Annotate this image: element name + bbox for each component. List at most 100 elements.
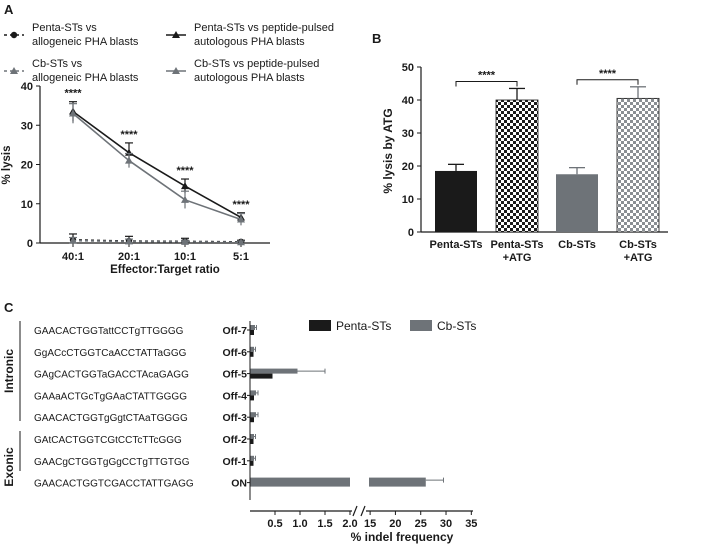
series-line-s4: [72, 112, 242, 221]
x-tick-label: 0.5: [267, 518, 282, 530]
y-tick-label: 30: [402, 128, 414, 140]
y-tick-label: 40: [402, 95, 414, 107]
legend-penta-allo-line2: allogeneic PHA blasts: [32, 36, 139, 48]
bar-cb: [250, 434, 254, 439]
data-point: [181, 195, 189, 203]
significance-label: ****: [64, 88, 82, 100]
x-tick-label: Cb-STs: [619, 239, 657, 251]
panel-c-rows: GAACACTGGTattCCTgTTGGGG Off-7 GgACcCTGGTCa…: [34, 325, 444, 490]
x-tick-label: 35: [465, 518, 477, 530]
legend-penta-auto-line2: autologous PHA blasts: [194, 36, 305, 48]
target-label: ON: [231, 478, 247, 490]
legend-penta-swatch: [309, 320, 331, 331]
group-label-exonic: Exonic: [2, 447, 16, 487]
sequence-label: GAtCACTGGTCGtCCTcTTcGGG: [34, 435, 182, 446]
y-tick-label: 10: [402, 194, 414, 206]
x-tick-label: 40:1: [62, 251, 84, 263]
bar: [616, 97, 660, 233]
significance-label: ****: [232, 199, 250, 211]
panel-c-x-axis-title: % indel frequency: [351, 530, 454, 544]
panel-b-marks: **** ****: [435, 68, 660, 233]
y-tick-label: 0: [408, 227, 414, 239]
x-tick-label: 20: [389, 518, 401, 530]
target-label: Off-3: [223, 412, 248, 424]
bar-cb: [250, 368, 298, 374]
x-tick-label: 5:1: [233, 251, 249, 263]
axis-break-mark: [360, 505, 366, 517]
data-point: [125, 156, 133, 164]
axis-break-mark: [352, 505, 358, 517]
panel-a-x-axis-title: Effector:Target ratio: [110, 264, 220, 276]
x-tick-label: 2.0: [342, 518, 357, 530]
y-tick-label: 30: [21, 120, 33, 132]
x-tick-label: 25: [415, 518, 427, 530]
legend-cb-swatch: [410, 320, 432, 331]
legend-cb-auto-line2: autologous PHA blasts: [194, 72, 305, 84]
bar-cb: [250, 325, 255, 330]
legend-cb-auto-line1: Cb-STs vs peptide-pulsed: [194, 58, 319, 70]
panel-a-axes: 0 10 20 30 40 40:1 20:1 10:1 5:1: [21, 81, 270, 263]
target-label: Off-4: [223, 390, 248, 402]
bar-penta: [250, 373, 273, 379]
target-label: Off-2: [223, 434, 248, 446]
series-line-s2: [72, 110, 242, 219]
target-label: Off-6: [223, 347, 248, 359]
bar-penta: [250, 417, 254, 423]
bar: [556, 174, 598, 232]
significance-label: ****: [176, 165, 194, 177]
panel-a-line-chart: Penta-STs vs allogeneic PHA blasts Penta…: [1, 22, 334, 276]
target-label: Off-7: [223, 325, 248, 337]
panel-c-legend: Penta-STs Cb-STs: [309, 319, 476, 333]
data-point: [69, 109, 77, 117]
y-tick-label: 50: [402, 62, 414, 74]
panel-c-axes: 0.5 1.0 1.5 2.0 15 20 25 30 35: [249, 321, 477, 530]
x-tick-label: +ATG: [624, 252, 653, 264]
panel-a-marks: **** **** **** ****: [64, 88, 250, 246]
sequence-label: GAgCACTGGTaGACCTAcaGAGG: [34, 370, 189, 381]
y-tick-label: 10: [21, 199, 33, 211]
bar-cb: [250, 390, 256, 396]
significance-bracket: [455, 80, 518, 87]
legend-penta-auto-marker: [172, 31, 180, 38]
bar-penta: [250, 330, 254, 335]
bar-penta: [250, 395, 254, 401]
panel-label-c: C: [4, 300, 14, 315]
panel-label-b: B: [372, 31, 381, 46]
y-tick-label: 20: [402, 161, 414, 173]
target-label: Off-1: [223, 456, 248, 468]
bar-cb: [369, 477, 426, 487]
sequence-label: GAACACTGGTgGgtCTAaTGGGG: [34, 413, 188, 424]
x-tick-label: 30: [440, 518, 452, 530]
bar-cb: [250, 477, 350, 487]
x-tick-label: 20:1: [118, 251, 140, 263]
legend-cb-allo-line1: Cb-STs vs: [32, 58, 83, 70]
bar-penta: [250, 351, 254, 357]
panel-b-y-axis-title: % lysis by ATG: [381, 108, 395, 193]
panel-c-indel-chart: Penta-STs Cb-STs Intronic Exonic GAACACT…: [2, 319, 477, 544]
legend-penta-label: Penta-STs: [336, 319, 391, 333]
significance-bracket: [576, 79, 639, 85]
panel-a-legend: Penta-STs vs allogeneic PHA blasts Penta…: [4, 22, 334, 84]
bar-cb: [250, 346, 254, 352]
x-tick-label: +ATG: [503, 252, 532, 264]
y-tick-label: 20: [21, 160, 33, 172]
y-tick-label: 40: [21, 81, 33, 93]
sequence-label: GAACACTGGTattCCTgTTGGGG: [34, 326, 184, 337]
legend-penta-allo-marker: [10, 31, 18, 39]
significance-label: ****: [120, 129, 138, 141]
x-tick-label: 10:1: [174, 251, 196, 263]
sequence-label: GAAaACTGcTgGAaCTATTGGGG: [34, 391, 187, 402]
bar: [435, 170, 477, 232]
x-tick-label: 1.0: [292, 518, 307, 530]
bar: [495, 99, 539, 233]
legend-penta-auto-line1: Penta-STs vs peptide-pulsed: [194, 22, 334, 34]
x-tick-label: 1.5: [317, 518, 332, 530]
legend-cb-auto-marker: [172, 67, 180, 74]
sequence-label: GgACcCTGGTCaACCTATTaGGG: [34, 348, 187, 359]
legend-penta-allo-line1: Penta-STs vs: [32, 22, 97, 34]
data-point: [125, 237, 133, 245]
data-point: [181, 237, 189, 245]
